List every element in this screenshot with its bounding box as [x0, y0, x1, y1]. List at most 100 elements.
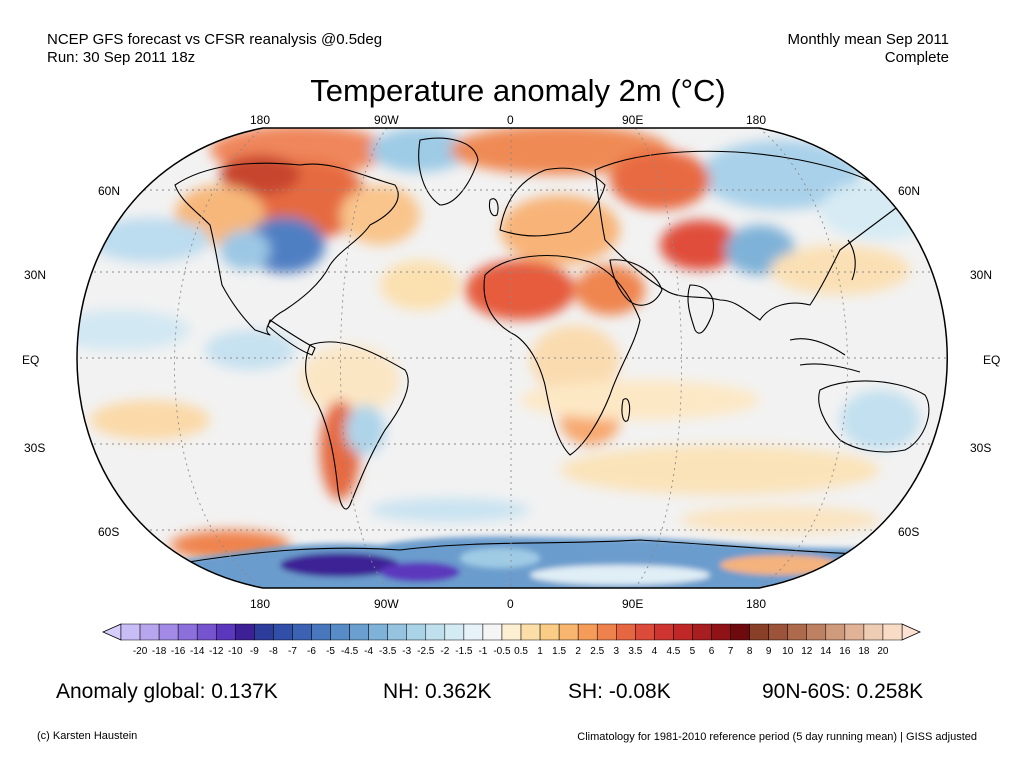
- colorbar-swatch: [863, 623, 884, 641]
- lon-label-top-90e: 90E: [622, 113, 644, 127]
- colorbar-swatch: [501, 623, 522, 641]
- colorbar-tick-label: 12: [801, 646, 813, 657]
- lat-label-right-eq: EQ: [983, 353, 1001, 367]
- anomaly-90n-60s: 90N-60S: 0.258K: [762, 680, 924, 703]
- colorbar-swatch: [749, 623, 769, 641]
- lat-label-right-60n: 60N: [898, 184, 921, 198]
- colorbar-tick-label: 7: [727, 646, 734, 657]
- colorbar-swatch: [120, 623, 141, 641]
- map-border: [76, 127, 948, 589]
- colorbar-tick-label: -6: [307, 646, 316, 657]
- colorbar-tick-label: -5: [326, 646, 335, 657]
- colorbar-tick-label: 20: [877, 646, 889, 657]
- colorbar-swatch: [254, 623, 274, 641]
- colorbar-tick-label: 3.5: [628, 646, 643, 657]
- colorbar-tick-label: 4.5: [666, 646, 681, 657]
- colorbar-swatch: [158, 623, 179, 641]
- colorbar-swatch: [520, 623, 541, 641]
- anomaly-global: Anomaly global: 0.137K: [56, 680, 278, 703]
- colorbar-tick-label: -1.5: [455, 646, 473, 657]
- colorbar-tick-label: 2: [575, 646, 581, 657]
- colorbar-tick-label: -18: [151, 646, 167, 657]
- colorbar-swatch: [406, 623, 427, 641]
- lon-label-bottom-180w: 180: [250, 597, 271, 611]
- colorbar-tick-label: -3: [402, 646, 412, 657]
- colorbar-swatch: [787, 623, 808, 641]
- colorbar: [102, 623, 921, 641]
- colorbar-swatch: [425, 623, 446, 641]
- lat-label-left-eq: EQ: [22, 353, 40, 367]
- colorbar-tick-label: -2.5: [417, 646, 435, 657]
- colorbar-tick-label: -0.5: [493, 646, 511, 657]
- colorbar-tick-label: -10: [228, 646, 243, 657]
- colorbar-tick-label: -20: [132, 646, 148, 657]
- colorbar-tick-label: 18: [858, 646, 870, 657]
- colorbar-tick-label: -2: [440, 646, 450, 657]
- colorbar-tick-label: -7: [287, 646, 297, 657]
- map-title: Temperature anomaly 2m (°C): [310, 73, 726, 108]
- lon-label-bottom-180e: 180: [746, 597, 767, 611]
- model-description: NCEP GFS forecast vs CFSR reanalysis @0.…: [47, 31, 383, 48]
- colorbar-low-arrow: [102, 623, 122, 641]
- colorbar-tick-label: -4.5: [340, 646, 359, 657]
- colorbar-tick-label: 0.5: [514, 646, 528, 657]
- lon-label-top-90w: 90W: [374, 113, 399, 127]
- colorbar-swatch: [730, 623, 750, 641]
- colorbar-tick-label: 6: [708, 646, 715, 657]
- colorbar-swatch: [711, 623, 731, 641]
- lon-label-bottom-0: 0: [507, 597, 514, 611]
- colorbar-tick-label: -16: [170, 646, 186, 657]
- colorbar-swatch: [444, 623, 465, 641]
- lat-label-left-60s: 60S: [98, 525, 120, 539]
- colorbar-swatch: [368, 623, 388, 641]
- colorbar-swatch: [768, 623, 788, 641]
- colorbar-swatch: [235, 623, 255, 641]
- colorbar-swatch: [387, 623, 407, 641]
- antarctica-anomaly: [150, 536, 880, 588]
- run-time: Run: 30 Sep 2011 18z: [47, 49, 196, 66]
- coastlines: [169, 137, 948, 566]
- colorbar-tick-label: -4: [364, 646, 374, 657]
- anomaly-field: [77, 128, 940, 560]
- colorbar-tick-label: 5: [689, 646, 696, 657]
- colorbar-tick-label: -12: [209, 646, 224, 657]
- climatology-note: Climatology for 1981-2010 reference peri…: [577, 731, 977, 743]
- copyright: (c) Karsten Haustein: [37, 730, 138, 742]
- colorbar-tick-label: 1.5: [552, 646, 567, 657]
- colorbar-swatch: [806, 623, 827, 641]
- colorbar-swatch: [825, 623, 846, 641]
- colorbar-swatch: [844, 623, 865, 641]
- colorbar-swatch: [292, 623, 312, 641]
- colorbar-swatch: [539, 623, 560, 641]
- lat-label-left-30s: 30S: [24, 441, 46, 455]
- lat-label-right-60s: 60S: [898, 525, 920, 539]
- colorbar-tick-label: 3: [613, 646, 620, 657]
- lat-label-left-30n: 30N: [24, 268, 47, 282]
- colorbar-tick-label: 16: [839, 646, 851, 657]
- lon-label-bottom-90w: 90W: [374, 597, 399, 611]
- anomaly-nh: NH: 0.362K: [383, 680, 492, 703]
- colorbar-swatch: [177, 623, 198, 641]
- graticule: [77, 128, 948, 588]
- colorbar-tick-label: -8: [268, 646, 278, 657]
- colorbar-swatch: [673, 623, 693, 641]
- colorbar-swatch: [215, 623, 236, 641]
- colorbar-tick-label: -9: [249, 646, 259, 657]
- colorbar-swatch: [654, 623, 674, 641]
- lon-label-bottom-90e: 90E: [622, 597, 644, 611]
- colorbar-tick-label: -3.5: [379, 646, 397, 657]
- lat-label-right-30n: 30N: [970, 268, 993, 282]
- lat-label-left-60n: 60N: [98, 184, 121, 198]
- lon-label-top-180e: 180: [746, 113, 767, 127]
- colorbar-swatch: [196, 623, 217, 641]
- colorbar-tick-label: 14: [820, 646, 832, 657]
- period-label: Monthly mean Sep 2011: [787, 31, 950, 48]
- lon-label-top-180w: 180: [250, 113, 271, 127]
- status-label: Complete: [884, 49, 949, 66]
- colorbar-swatch: [273, 623, 293, 641]
- colorbar-swatch: [463, 623, 484, 641]
- anomaly-sh: SH: -0.08K: [568, 680, 671, 703]
- colorbar-swatch: [635, 623, 655, 641]
- colorbar-tick-label: 1: [537, 646, 543, 657]
